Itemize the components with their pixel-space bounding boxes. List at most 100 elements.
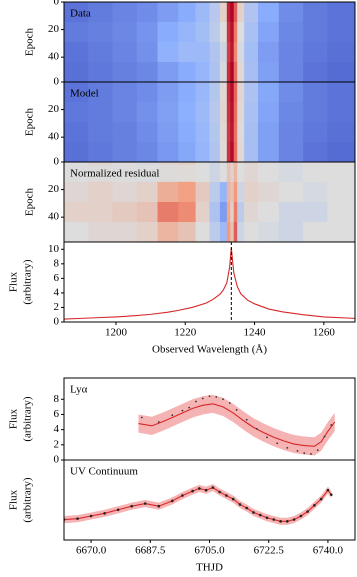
heatmap-cell: [195, 122, 210, 143]
heatmap-cell: [136, 222, 158, 242]
heatmap-cell: [209, 22, 221, 43]
y-tick-label: 20: [48, 23, 60, 35]
heatmap-cell: [64, 202, 89, 223]
heatmap-cell: [64, 2, 89, 23]
observation-point: [245, 418, 248, 421]
heatmap-cell: [327, 142, 355, 162]
observation-point: [303, 452, 306, 455]
observation-point: [228, 402, 231, 404]
heatmap-cell: [112, 142, 138, 162]
heatmap-cell: [327, 82, 355, 103]
plot-area: [64, 82, 355, 162]
heatmap-cell: [226, 22, 231, 43]
data-point: [225, 494, 228, 497]
panel-annotation: Lyα: [70, 384, 88, 396]
y-tick-label: 4: [54, 423, 60, 435]
heatmap-cell: [258, 182, 280, 203]
heatmap-cell: [303, 222, 328, 242]
heatmap-cell: [178, 202, 196, 223]
heatmap-cell: [233, 122, 238, 143]
heatmap-cell: [230, 162, 235, 183]
heatmap-cell: [157, 42, 179, 63]
heatmap-cell: [327, 62, 355, 82]
observation-point: [296, 449, 299, 452]
heatmap-cell: [219, 222, 228, 242]
observation-point: [266, 436, 268, 439]
heatmap-cell: [327, 222, 355, 242]
heatmap-cell: [258, 202, 280, 223]
data-point: [258, 513, 262, 517]
heatmap-cell: [278, 82, 304, 103]
heatmap-cell: [303, 202, 328, 223]
data-point: [130, 504, 133, 508]
y-tick-label: 0: [54, 316, 60, 328]
heatmap-cell: [244, 162, 259, 183]
heatmap-cell: [303, 42, 328, 63]
x-tick-label: 1200: [105, 327, 128, 339]
heatmap-cell: [258, 222, 280, 242]
heatmap-cell: [230, 182, 235, 203]
panel: 0 20 40 Epoch Model: [24, 76, 356, 163]
data-point: [181, 494, 184, 497]
heatmap-cell: [157, 82, 179, 103]
y-axis-label: (arbitrary): [22, 396, 34, 442]
heatmap-cell: [244, 42, 259, 63]
heatmap-cell: [244, 122, 259, 143]
heatmap-cell: [303, 2, 328, 23]
heatmap-cell: [244, 142, 259, 162]
heatmap-cell: [157, 122, 179, 143]
heatmap-cell: [327, 122, 355, 143]
y-tick-label: 40: [48, 211, 60, 223]
heatmap-cell: [278, 22, 304, 43]
heatmap-cell: [244, 222, 259, 242]
heatmap-cell: [195, 142, 210, 162]
data-point: [157, 504, 161, 508]
heatmap-cell: [244, 82, 259, 103]
heatmap-cell: [237, 22, 245, 43]
heatmap-cell: [226, 62, 231, 82]
heatmap-cell: [209, 62, 221, 82]
y-axis-label: (arbitrary): [22, 259, 34, 305]
heatmap-cell: [195, 62, 210, 82]
observation-point: [323, 435, 326, 438]
heatmap-cell: [195, 222, 210, 242]
x-tick-label: 6670.0: [76, 545, 107, 557]
data-point: [191, 489, 194, 493]
heatmap-cell: [258, 142, 280, 162]
heatmap-cell: [112, 122, 138, 143]
heatmap-cell: [237, 2, 245, 23]
heatmap-cell: [230, 222, 235, 242]
heatmap-cell: [64, 102, 89, 123]
data-point: [103, 512, 106, 515]
heatmap-cell: [233, 142, 238, 162]
heatmap-cell: [278, 162, 304, 183]
heatmap-cell: [88, 22, 113, 43]
heatmap-cell: [64, 182, 89, 203]
heatmap-cell: [112, 2, 138, 23]
heatmap-cell: [209, 182, 221, 203]
heatmap-cell: [219, 182, 228, 203]
heatmap-cell: [64, 142, 89, 162]
heatmap-cell: [278, 42, 304, 63]
heatmap-cell: [112, 182, 138, 203]
heatmap-cell: [88, 122, 113, 143]
heatmap-cell: [112, 42, 138, 63]
heatmap-cell: [195, 2, 210, 23]
x-axis-label: THJD: [196, 562, 223, 574]
heatmap-cell: [112, 102, 138, 123]
data-point: [272, 518, 276, 521]
heatmap-cell: [219, 142, 228, 162]
observation-point: [286, 446, 289, 449]
heatmap-cell: [230, 2, 235, 23]
heatmap-cell: [237, 182, 245, 203]
heatmap-cell: [178, 102, 196, 123]
observation-point: [276, 442, 279, 445]
plot-area: [64, 242, 355, 322]
heatmap-cell: [195, 162, 210, 183]
heatmap-cell: [136, 62, 158, 82]
heatmap-cell: [88, 42, 113, 63]
heatmap-cell: [88, 62, 113, 82]
y-tick-label: 8: [54, 393, 60, 405]
data-point: [306, 510, 309, 513]
heatmap-cell: [233, 162, 238, 183]
